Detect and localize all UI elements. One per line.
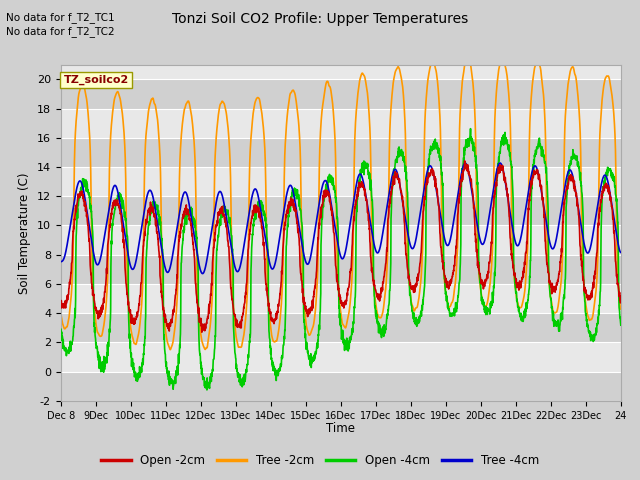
Bar bbox=[61, 167, 621, 196]
Text: TZ_soilco2: TZ_soilco2 bbox=[63, 75, 129, 85]
Bar bbox=[61, 313, 621, 342]
X-axis label: Time: Time bbox=[326, 422, 355, 435]
Bar bbox=[61, 284, 621, 313]
Bar bbox=[61, 79, 621, 108]
Bar bbox=[61, 138, 621, 167]
Bar bbox=[61, 255, 621, 284]
Text: No data for f_T2_TC2: No data for f_T2_TC2 bbox=[6, 26, 115, 37]
Bar bbox=[61, 108, 621, 138]
Y-axis label: Soil Temperature (C): Soil Temperature (C) bbox=[19, 172, 31, 294]
Text: Tonzi Soil CO2 Profile: Upper Temperatures: Tonzi Soil CO2 Profile: Upper Temperatur… bbox=[172, 12, 468, 26]
Bar bbox=[61, 226, 621, 255]
Legend: Open -2cm, Tree -2cm, Open -4cm, Tree -4cm: Open -2cm, Tree -2cm, Open -4cm, Tree -4… bbox=[97, 449, 543, 472]
Bar bbox=[61, 196, 621, 226]
Bar bbox=[61, 342, 621, 372]
Bar bbox=[61, 372, 621, 401]
Text: No data for f_T2_TC1: No data for f_T2_TC1 bbox=[6, 12, 115, 23]
